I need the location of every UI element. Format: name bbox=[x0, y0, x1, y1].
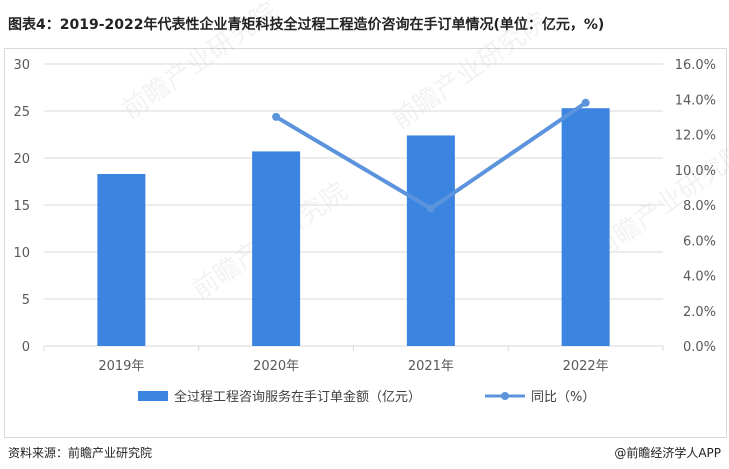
bar-2020年 bbox=[252, 151, 301, 346]
legend-bar-swatch bbox=[138, 391, 168, 401]
yoy-point bbox=[426, 204, 435, 213]
x-tick-label: 2020年 bbox=[253, 359, 299, 374]
brand-credit: @前瞻经济学人APP bbox=[614, 446, 721, 460]
bar-2021年 bbox=[406, 135, 455, 346]
right-tick-label: 10.0% bbox=[675, 164, 716, 179]
bar-2022年 bbox=[561, 108, 610, 347]
left-tick-label: 0 bbox=[22, 340, 30, 355]
left-tick-label: 5 bbox=[22, 293, 30, 308]
right-tick-label: 4.0% bbox=[683, 270, 716, 285]
left-tick-label: 20 bbox=[13, 152, 30, 167]
right-tick-label: 8.0% bbox=[683, 199, 716, 214]
left-tick-label: 30 bbox=[13, 58, 30, 73]
yoy-point bbox=[272, 112, 281, 121]
legend-line-marker bbox=[501, 392, 509, 400]
chart-title: 图表4：2019-2022年代表性企业青矩科技全过程工程造价咨询在手订单情况(单… bbox=[8, 17, 605, 33]
watermark: 前瞻产业研究院 bbox=[387, 7, 553, 136]
bar-2019年 bbox=[97, 173, 146, 346]
watermark: 前瞻产业研究院 bbox=[117, 0, 283, 126]
right-tick-label: 14.0% bbox=[675, 93, 716, 108]
x-tick-label: 2022年 bbox=[563, 359, 609, 374]
left-tick-label: 15 bbox=[13, 199, 30, 214]
source-note: 资料来源：前瞻产业研究院 bbox=[8, 446, 153, 460]
left-tick-label: 25 bbox=[13, 105, 30, 120]
x-tick-label: 2021年 bbox=[408, 359, 454, 374]
right-tick-label: 0.0% bbox=[683, 340, 716, 355]
yoy-point bbox=[581, 98, 590, 107]
legend-bar-label: 全过程工程咨询服务在手订单金额（亿元） bbox=[174, 389, 421, 405]
legend-line-label: 同比（%） bbox=[531, 390, 595, 405]
right-tick-label: 12.0% bbox=[675, 129, 716, 144]
right-tick-label: 16.0% bbox=[675, 58, 716, 73]
chart-frame bbox=[4, 48, 727, 438]
right-tick-label: 2.0% bbox=[683, 305, 716, 320]
x-tick-label: 2019年 bbox=[98, 359, 144, 374]
right-tick-label: 6.0% bbox=[683, 234, 716, 249]
left-tick-label: 10 bbox=[13, 246, 30, 261]
